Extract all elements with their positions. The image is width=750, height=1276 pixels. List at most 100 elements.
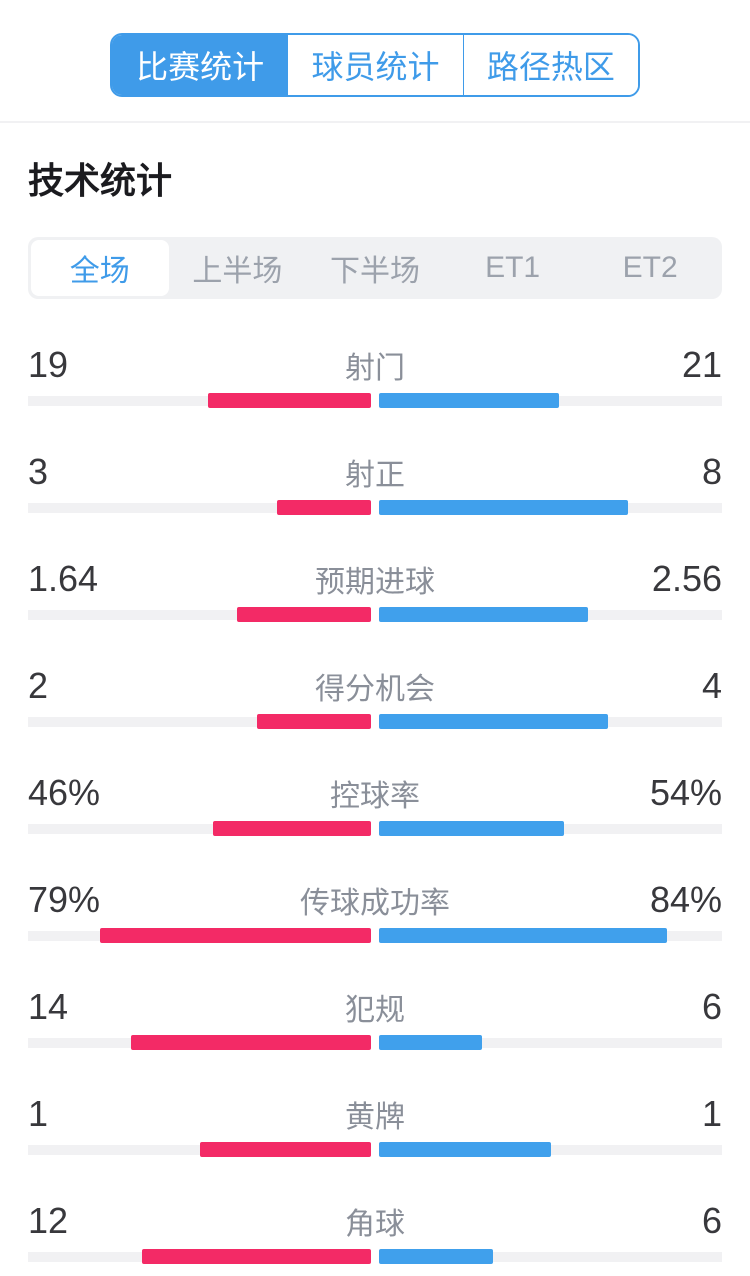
home-bar-half xyxy=(28,393,371,408)
stat-row: 79% 传球成功率 84% xyxy=(28,874,722,981)
away-bar-half xyxy=(379,1249,722,1264)
home-bar-half xyxy=(28,500,371,515)
home-value: 2 xyxy=(28,665,49,706)
stat-row: 2 得分机会 4 xyxy=(28,660,722,767)
home-bar-fill xyxy=(237,607,371,622)
stat-head: 79% 传球成功率 84% xyxy=(28,874,722,926)
top-tab-label: 球员统计 xyxy=(311,49,440,85)
away-bar-fill xyxy=(379,714,608,729)
top-tab[interactable]: 球员统计 xyxy=(287,35,463,95)
stat-bar xyxy=(28,1035,722,1050)
stat-head: 1.64 预期进球 2.56 xyxy=(28,553,722,605)
stat-bar xyxy=(28,607,722,622)
away-value: 2.56 xyxy=(651,558,722,599)
home-bar-fill xyxy=(213,821,371,836)
away-value: 54% xyxy=(649,772,722,813)
home-bar-fill xyxy=(199,1142,371,1157)
home-value: 1 xyxy=(28,1093,49,1134)
away-bar-half xyxy=(379,1035,722,1050)
away-bar-half xyxy=(379,1142,722,1157)
home-value: 12 xyxy=(28,1200,69,1241)
away-bar-fill xyxy=(379,1142,551,1157)
home-bar-fill xyxy=(130,1035,371,1050)
home-value: 19 xyxy=(28,344,69,385)
top-tab[interactable]: 路径热区 xyxy=(462,35,638,95)
stats-list: 19 射门 21 3 射正 8 xyxy=(28,339,722,1276)
away-bar-half xyxy=(379,821,722,836)
period-tab[interactable]: 下半场 xyxy=(306,240,444,296)
home-value: 79% xyxy=(28,879,101,920)
top-tab[interactable]: 比赛统计 xyxy=(112,35,288,95)
section-divider xyxy=(0,121,750,123)
stat-bar xyxy=(28,1249,722,1264)
away-bar-track xyxy=(379,1144,722,1155)
home-bar-fill xyxy=(208,393,371,408)
away-value: 84% xyxy=(649,879,722,920)
away-bar-fill xyxy=(379,1249,494,1264)
top-tab-label: 比赛统计 xyxy=(136,49,265,85)
period-tab[interactable]: 全场 xyxy=(31,240,169,296)
period-tab-label: ET1 xyxy=(485,251,541,284)
away-bar-fill xyxy=(379,928,668,943)
stat-row: 14 犯规 6 xyxy=(28,981,722,1088)
stat-head: 12 角球 6 xyxy=(28,1195,722,1247)
away-bar-fill xyxy=(379,607,589,622)
stat-row: 19 射门 21 xyxy=(28,339,722,446)
away-bar-fill xyxy=(379,393,560,408)
stat-row: 3 射正 8 xyxy=(28,446,722,553)
home-bar-track xyxy=(28,502,371,513)
stat-bar xyxy=(28,1142,722,1157)
away-value: 6 xyxy=(701,986,722,1027)
stat-row: 1.64 预期进球 2.56 xyxy=(28,553,722,660)
period-tab-label: ET2 xyxy=(622,251,678,284)
away-bar-fill xyxy=(379,821,565,836)
period-tab-label: 全场 xyxy=(69,255,130,288)
stat-label: 射门 xyxy=(345,352,405,385)
period-tab[interactable]: ET1 xyxy=(444,240,582,296)
stat-bar xyxy=(28,500,722,515)
home-bar-track xyxy=(28,716,371,727)
home-value: 1.64 xyxy=(28,558,99,599)
home-bar-half xyxy=(28,714,371,729)
stat-label: 传球成功率 xyxy=(300,887,450,920)
stat-bar xyxy=(28,821,722,836)
home-value: 14 xyxy=(28,986,69,1027)
home-bar-fill xyxy=(142,1249,371,1264)
stat-bar xyxy=(28,928,722,943)
stat-bar xyxy=(28,714,722,729)
home-bar-track xyxy=(28,395,371,406)
stat-head: 1 黄牌 1 xyxy=(28,1088,722,1140)
home-bar-half xyxy=(28,1035,371,1050)
away-bar-half xyxy=(379,500,722,515)
stat-label: 犯规 xyxy=(345,994,405,1027)
home-bar-half xyxy=(28,607,371,622)
home-value: 46% xyxy=(28,772,101,813)
stat-head: 2 得分机会 4 xyxy=(28,660,722,712)
stat-row: 1 黄牌 1 xyxy=(28,1088,722,1195)
away-bar-half xyxy=(379,393,722,408)
period-tab-label: 下半场 xyxy=(329,255,420,288)
away-value: 1 xyxy=(701,1093,722,1134)
home-bar-half xyxy=(28,821,371,836)
period-tab-label: 上半场 xyxy=(192,255,283,288)
stat-label: 控球率 xyxy=(330,780,420,813)
stat-label: 射正 xyxy=(345,459,405,492)
home-bar-fill xyxy=(100,928,371,943)
top-tab-label: 路径热区 xyxy=(486,49,615,85)
home-bar-fill xyxy=(256,714,371,729)
home-bar-track xyxy=(28,823,371,834)
away-value: 6 xyxy=(701,1200,722,1241)
stat-head: 14 犯规 6 xyxy=(28,981,722,1033)
away-bar-half xyxy=(379,928,722,943)
stat-label: 得分机会 xyxy=(315,673,435,706)
period-tab[interactable]: ET2 xyxy=(581,240,719,296)
away-bar-fill xyxy=(379,1035,482,1050)
home-value: 3 xyxy=(28,451,49,492)
stat-label: 黄牌 xyxy=(345,1101,405,1134)
away-bar-half xyxy=(379,714,722,729)
away-bar-half xyxy=(379,607,722,622)
home-bar-half xyxy=(28,1249,371,1264)
stat-label: 预期进球 xyxy=(315,566,435,599)
page-title: 技术统计 xyxy=(28,160,173,201)
period-tab[interactable]: 上半场 xyxy=(169,240,307,296)
